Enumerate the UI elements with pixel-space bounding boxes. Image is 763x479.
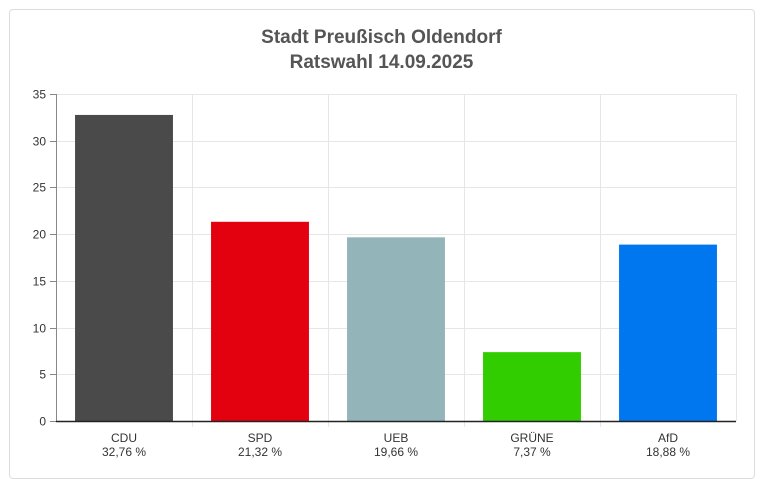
y-tick-label: 5 bbox=[39, 368, 46, 382]
y-tick-label: 20 bbox=[33, 228, 47, 242]
value-label: 21,32 % bbox=[238, 445, 282, 459]
bar-grüne bbox=[483, 352, 581, 421]
bar-spd bbox=[211, 221, 309, 421]
y-tick-label: 30 bbox=[33, 135, 47, 149]
y-tick-label: 25 bbox=[33, 181, 47, 195]
x-tick-label: UEB bbox=[384, 431, 409, 445]
y-tick-label: 35 bbox=[33, 88, 47, 102]
chart-subtitle: Ratswahl 14.09.2025 bbox=[289, 52, 474, 73]
value-label: 19,66 % bbox=[374, 445, 418, 459]
bar-afd bbox=[619, 244, 717, 421]
value-label: 18,88 % bbox=[646, 445, 690, 459]
y-tick-label: 15 bbox=[33, 275, 47, 289]
x-tick-label: SPD bbox=[248, 431, 273, 445]
bar-cdu bbox=[75, 114, 173, 421]
x-tick-label: CDU bbox=[111, 431, 137, 445]
y-tick-label: 10 bbox=[33, 322, 47, 336]
x-tick-label: AfD bbox=[658, 431, 678, 445]
x-tick-label: GRÜNE bbox=[510, 431, 553, 445]
bar-ueb bbox=[347, 237, 445, 421]
value-label: 32,76 % bbox=[102, 445, 146, 459]
value-label: 7,37 % bbox=[513, 445, 551, 459]
chart-title: Stadt Preußisch Oldendorf bbox=[261, 27, 502, 48]
y-tick-label: 0 bbox=[39, 415, 46, 429]
